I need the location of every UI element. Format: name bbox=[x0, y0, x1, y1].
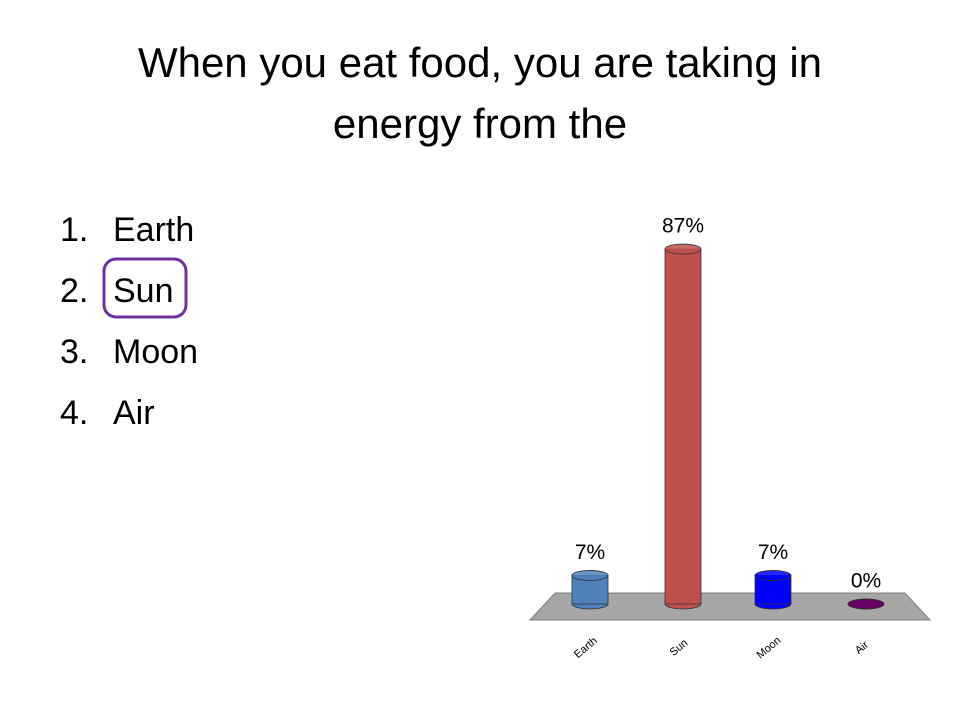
answer-highlight bbox=[102, 257, 188, 319]
bar bbox=[664, 248, 702, 605]
bar bbox=[754, 575, 792, 605]
value-label: 7% bbox=[758, 541, 788, 564]
x-tick-label: Earth bbox=[572, 635, 600, 661]
value-label: 7% bbox=[575, 541, 605, 564]
value-label: 0% bbox=[851, 570, 881, 593]
slide-title: energy from the bbox=[333, 100, 627, 147]
option-text: Earth bbox=[113, 211, 194, 249]
option-text: Sun bbox=[113, 272, 174, 310]
option-number: 4. bbox=[60, 394, 88, 432]
option-number: 2. bbox=[60, 272, 88, 310]
bar-top bbox=[847, 598, 885, 610]
option-number: 1. bbox=[60, 211, 88, 249]
bar-top bbox=[571, 570, 609, 581]
option-text: Air bbox=[113, 394, 155, 432]
bar-top bbox=[664, 243, 702, 255]
value-label: 87% bbox=[662, 215, 704, 238]
option-number: 3. bbox=[60, 333, 88, 371]
x-tick-label: Air bbox=[853, 639, 871, 657]
bar-top bbox=[754, 570, 792, 581]
option-text: Moon bbox=[113, 333, 198, 371]
x-tick-label: Moon bbox=[755, 634, 784, 661]
x-tick-label: Sun bbox=[668, 637, 691, 659]
slide-title: When you eat food, you are taking in bbox=[138, 39, 822, 86]
